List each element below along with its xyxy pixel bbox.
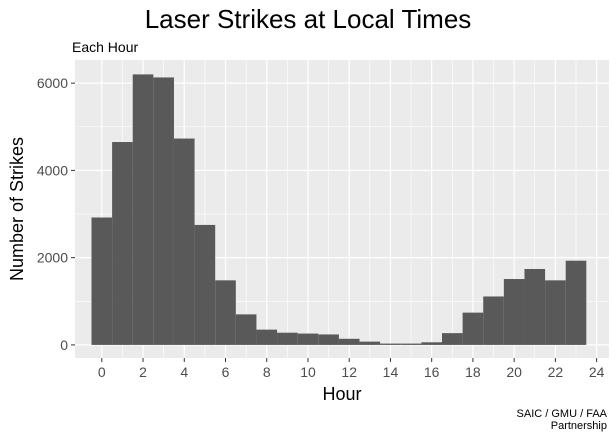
- histogram-bar: [215, 280, 236, 345]
- bars: [91, 74, 587, 345]
- histogram-bar: [277, 332, 298, 345]
- histogram-bar: [318, 334, 339, 345]
- histogram-bar: [256, 329, 278, 345]
- y-tick-label: 0: [60, 337, 68, 353]
- chart-subtitle: Each Hour: [72, 39, 139, 55]
- x-tick-label: 0: [98, 364, 106, 380]
- x-tick-label: 2: [139, 364, 147, 380]
- histogram-bar: [338, 338, 360, 345]
- chart-caption: SAIC / GMU / FAA Partnership: [407, 408, 607, 432]
- y-tick-label: 6000: [37, 75, 68, 91]
- x-tick-label: 16: [424, 364, 440, 380]
- histogram-bar: [359, 341, 381, 345]
- x-axis-title: Hour: [322, 384, 361, 404]
- x-tick-label: 8: [263, 364, 271, 380]
- histogram-bar: [400, 343, 422, 345]
- caption-line: Partnership: [550, 420, 607, 432]
- histogram-bar: [235, 314, 257, 345]
- x-tick-label: 20: [506, 364, 522, 380]
- chart-title: Laser Strikes at Local Times: [144, 4, 472, 34]
- y-axis-title: Number of Strikes: [7, 137, 27, 281]
- histogram-bar: [545, 280, 566, 345]
- histogram-bar: [565, 260, 587, 345]
- caption-line: SAIC / GMU / FAA: [516, 408, 607, 420]
- histogram-bar: [91, 217, 113, 345]
- histogram-bar: [297, 333, 319, 345]
- y-axis: 0 2000 4000 6000: [37, 75, 75, 353]
- histogram-bar: [173, 138, 195, 345]
- histogram-bar: [441, 333, 463, 345]
- x-tick-label: 12: [341, 364, 357, 380]
- histogram-bar: [524, 268, 546, 345]
- histogram-bar: [483, 296, 504, 345]
- x-tick-label: 6: [222, 364, 230, 380]
- y-tick-label: 2000: [37, 250, 68, 266]
- x-axis: 0 2 4 6 8 10 12 14 16 18 20 22 24: [98, 358, 605, 380]
- histogram-bar: [112, 142, 133, 345]
- histogram-bar: [153, 77, 174, 345]
- x-tick-label: 24: [589, 364, 605, 380]
- x-tick-label: 14: [383, 364, 399, 380]
- histogram-bar: [462, 312, 484, 345]
- histogram-bar: [503, 279, 525, 345]
- histogram-bar: [380, 343, 401, 345]
- x-tick-label: 4: [180, 364, 188, 380]
- x-tick-label: 18: [465, 364, 481, 380]
- histogram-bar: [194, 224, 216, 345]
- y-tick-label: 4000: [37, 162, 68, 178]
- histogram-bar: [132, 74, 154, 345]
- histogram-bar: [421, 342, 442, 345]
- x-tick-label: 22: [548, 364, 564, 380]
- x-tick-label: 10: [300, 364, 316, 380]
